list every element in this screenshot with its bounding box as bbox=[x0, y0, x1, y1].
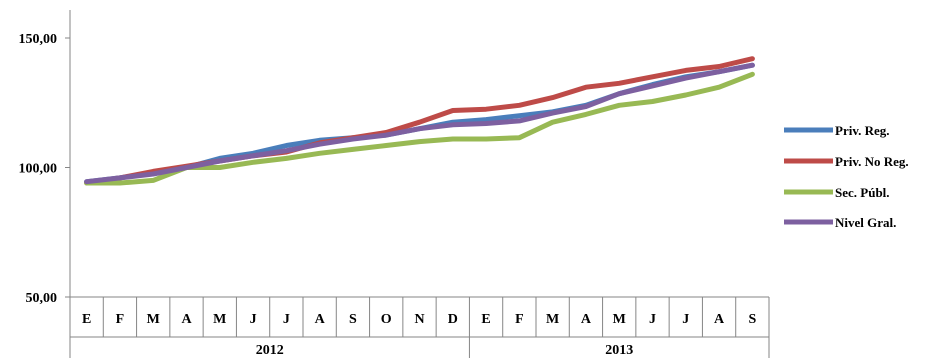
x-tick-label: M bbox=[613, 312, 626, 327]
x-tick-label: A bbox=[315, 312, 326, 327]
x-tick-label: S bbox=[748, 312, 756, 327]
x-group-label: 2013 bbox=[605, 343, 633, 358]
y-tick-label: 100,00 bbox=[19, 162, 58, 177]
x-tick-label: S bbox=[349, 312, 357, 327]
x-tick-label: E bbox=[481, 312, 490, 327]
x-tick-label: M bbox=[213, 312, 226, 327]
legend-label: Nivel Gral. bbox=[835, 215, 896, 230]
x-tick-label: F bbox=[515, 312, 524, 327]
y-tick-label: 150,00 bbox=[19, 32, 58, 47]
x-axis-ticks: 2012 2013 E F M A M J J A S O N D E F M A M J J A S bbox=[82, 312, 756, 358]
plot-series bbox=[87, 59, 753, 183]
legend-label: Sec. Públ. bbox=[835, 185, 890, 200]
x-tick-label: M bbox=[546, 312, 559, 327]
x-tick-label: O bbox=[381, 312, 392, 327]
x-tick-label: A bbox=[581, 312, 592, 327]
x-tick-label: A bbox=[181, 312, 192, 327]
legend: Priv. Reg. Priv. No Reg. Sec. Públ. Nivel G… bbox=[784, 123, 909, 230]
x-tick-label: F bbox=[116, 312, 125, 327]
axes bbox=[70, 10, 769, 358]
x-tick-label: N bbox=[414, 312, 424, 327]
x-group-label: 2012 bbox=[256, 343, 284, 358]
series-line-1 bbox=[87, 59, 753, 183]
x-tick-label: J bbox=[649, 312, 656, 327]
x-tick-label: J bbox=[250, 312, 257, 327]
x-tick-label: J bbox=[682, 312, 689, 327]
x-tick-label: A bbox=[714, 312, 725, 327]
legend-label: Priv. Reg. bbox=[835, 123, 890, 138]
y-tick-label: 50,00 bbox=[26, 291, 58, 306]
y-axis-ticks: 50,00 100,00 150,00 bbox=[19, 32, 71, 306]
legend-label: Priv. No Reg. bbox=[835, 154, 909, 169]
x-tick-label: E bbox=[82, 312, 91, 327]
x-tick-label: J bbox=[283, 312, 290, 327]
x-tick-label: M bbox=[147, 312, 160, 327]
x-tick-label: D bbox=[448, 312, 458, 327]
